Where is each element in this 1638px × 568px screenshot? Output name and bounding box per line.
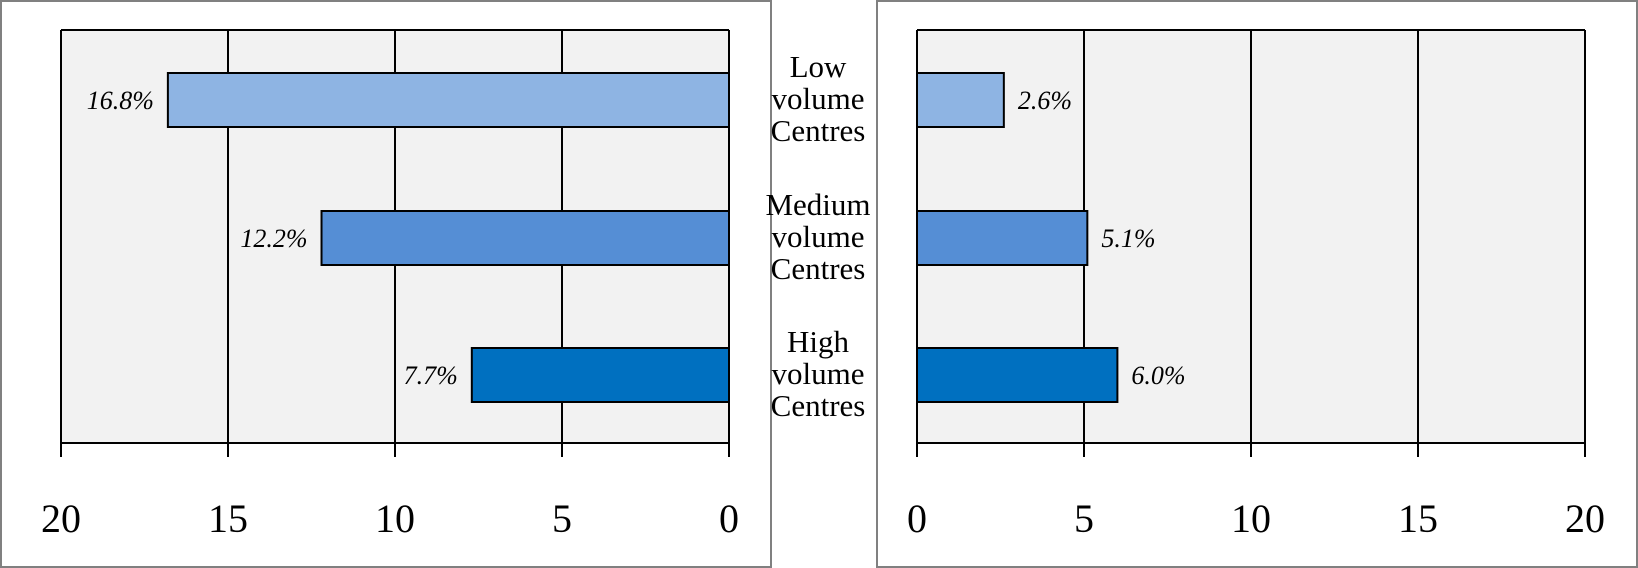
right-plot-area: 0 5 10 15 20 2.6% 5.1% 6.0% bbox=[907, 29, 1605, 541]
left-data-label: 12.2% bbox=[240, 224, 307, 253]
left-bar-low bbox=[166, 72, 730, 128]
right-bar-medium bbox=[916, 210, 1089, 266]
left-tick-label: 15 bbox=[208, 496, 248, 541]
right-tick-label: 15 bbox=[1398, 496, 1438, 541]
category-labels: LowvolumeCentresMediumvolumeCentresHighv… bbox=[765, 49, 870, 423]
left-tick-label: 10 bbox=[375, 496, 415, 541]
category-label-line: volume bbox=[772, 81, 865, 116]
left-data-label: 7.7% bbox=[404, 361, 458, 390]
right-tick-label: 5 bbox=[1074, 496, 1094, 541]
right-tick-label: 0 bbox=[907, 496, 927, 541]
category-label-line: Centres bbox=[771, 388, 866, 423]
left-plot-area: 20 15 10 5 0 16.8% 12.2% 7.7% bbox=[41, 29, 739, 541]
left-tick-label: 0 bbox=[719, 496, 739, 541]
left-bar-high bbox=[470, 347, 730, 403]
left-bar-medium bbox=[320, 210, 730, 266]
category-label-line: Centres bbox=[771, 251, 866, 286]
right-bar-low bbox=[916, 72, 1005, 128]
category-label-line: volume bbox=[772, 356, 865, 391]
right-data-label: 5.1% bbox=[1101, 224, 1155, 253]
left-data-label: 16.8% bbox=[87, 86, 154, 115]
left-tick-label: 20 bbox=[41, 496, 81, 541]
right-bar-high bbox=[916, 347, 1119, 403]
left-tick-label: 5 bbox=[552, 496, 572, 541]
right-tick-label: 20 bbox=[1565, 496, 1605, 541]
category-label-line: Medium bbox=[765, 187, 870, 222]
right-data-label: 6.0% bbox=[1131, 361, 1185, 390]
category-label-line: Low bbox=[790, 49, 847, 84]
category-label-line: Centres bbox=[771, 113, 866, 148]
right-tick-label: 10 bbox=[1231, 496, 1271, 541]
category-label-line: High bbox=[787, 324, 850, 359]
category-label-line: volume bbox=[772, 219, 865, 254]
right-data-label: 2.6% bbox=[1018, 86, 1072, 115]
